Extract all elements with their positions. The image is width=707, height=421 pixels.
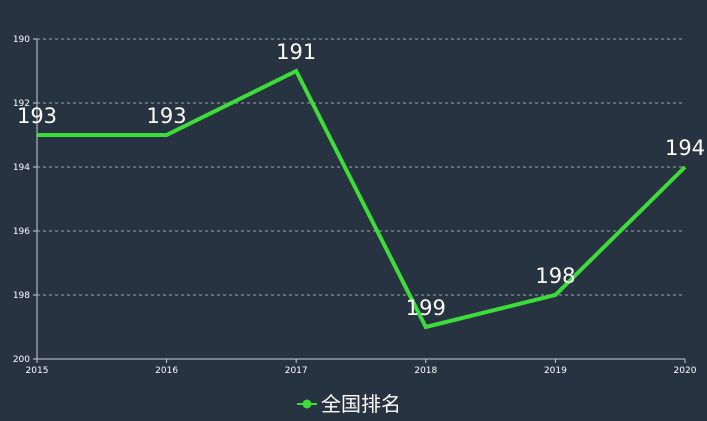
data-label-2020: 194: [665, 136, 705, 160]
legend-label: 全国排名: [321, 392, 401, 416]
series-lines: [37, 68, 687, 330]
legend[interactable]: 全国排名: [297, 392, 401, 416]
y-tick-label-192: 192: [13, 99, 30, 109]
y-tick-label-200: 200: [13, 355, 30, 365]
legend-dot-marker: [302, 399, 312, 409]
grid-lines: [37, 38, 685, 296]
data-label-2018: 199: [406, 296, 446, 320]
x-tick-labels: 2015 2016 2017 2018 2019 2020: [26, 366, 697, 376]
series-line-0[interactable]: [37, 68, 687, 330]
x-tick-label-2017: 2017: [285, 366, 308, 376]
y-tick-label-194: 194: [13, 163, 30, 173]
y-tick-label-196: 196: [13, 227, 30, 237]
x-tick-label-2020: 2020: [674, 366, 697, 376]
axes: [33, 38, 686, 363]
data-label-2016: 193: [147, 104, 187, 128]
data-label-2015: 193: [17, 104, 57, 128]
y-tick-label-198: 198: [13, 291, 30, 301]
data-label-2017: 191: [276, 40, 316, 64]
x-tick-label-2019: 2019: [544, 366, 567, 376]
y-tick-labels: 190 192 194 196 198 200: [13, 35, 30, 365]
x-tick-label-2016: 2016: [155, 366, 178, 376]
y-tick-label-190: 190: [13, 35, 30, 45]
data-label-2019: 198: [535, 264, 575, 288]
x-tick-label-2015: 2015: [26, 366, 49, 376]
data-labels: 193 193 191 199 198 194: [17, 40, 705, 320]
x-tick-label-2018: 2018: [414, 366, 437, 376]
